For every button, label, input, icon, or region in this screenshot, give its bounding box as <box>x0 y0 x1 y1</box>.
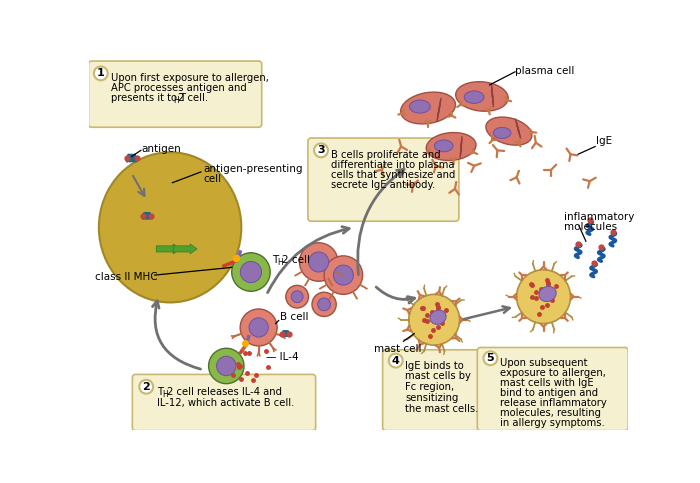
Ellipse shape <box>464 91 484 103</box>
Text: 2 cell: 2 cell <box>281 256 309 266</box>
Ellipse shape <box>324 256 363 294</box>
Text: Upon first exposure to allergen,: Upon first exposure to allergen, <box>111 73 269 84</box>
Text: antigen: antigen <box>141 144 181 154</box>
Ellipse shape <box>240 261 262 283</box>
Text: differentiate into plasma: differentiate into plasma <box>331 160 454 170</box>
Ellipse shape <box>300 243 338 281</box>
Text: — IL-4: — IL-4 <box>266 352 299 362</box>
Text: 1: 1 <box>97 69 105 78</box>
Ellipse shape <box>486 117 532 145</box>
Ellipse shape <box>426 132 476 160</box>
Text: T: T <box>272 256 278 266</box>
Ellipse shape <box>209 348 244 384</box>
Text: bind to antigen and: bind to antigen and <box>500 388 598 398</box>
FancyArrow shape <box>173 244 197 254</box>
Text: inflammatory: inflammatory <box>564 212 635 222</box>
FancyBboxPatch shape <box>308 138 459 221</box>
Text: 2 cell.: 2 cell. <box>178 93 208 103</box>
Text: H: H <box>162 390 168 399</box>
Text: the mast cells.: the mast cells. <box>405 404 478 414</box>
Circle shape <box>94 67 108 80</box>
Text: H: H <box>277 258 283 267</box>
Text: 2 cell releases IL-4 and: 2 cell releases IL-4 and <box>167 387 282 397</box>
Ellipse shape <box>409 294 460 345</box>
Ellipse shape <box>400 92 456 124</box>
Text: cells that synthesize and: cells that synthesize and <box>331 170 456 180</box>
Text: APC processes antigen and: APC processes antigen and <box>111 84 246 93</box>
Text: IL-12, which activate B cell.: IL-12, which activate B cell. <box>157 398 295 408</box>
Circle shape <box>389 354 402 368</box>
Text: class II MHC: class II MHC <box>95 272 158 283</box>
Ellipse shape <box>249 318 268 337</box>
Text: 3: 3 <box>317 145 325 156</box>
Ellipse shape <box>99 152 241 302</box>
Text: mast cell: mast cell <box>374 344 421 355</box>
Circle shape <box>484 351 497 365</box>
Text: molecules, resulting: molecules, resulting <box>500 408 601 418</box>
Ellipse shape <box>240 309 277 346</box>
Text: in allergy symptoms.: in allergy symptoms. <box>500 418 606 428</box>
FancyBboxPatch shape <box>383 350 480 431</box>
Text: plasma cell: plasma cell <box>515 66 575 76</box>
Ellipse shape <box>494 128 511 139</box>
FancyBboxPatch shape <box>88 61 262 127</box>
FancyBboxPatch shape <box>132 374 316 431</box>
Ellipse shape <box>333 265 354 285</box>
Text: 2: 2 <box>142 382 150 392</box>
Text: B cells proliferate and: B cells proliferate and <box>331 150 441 160</box>
Ellipse shape <box>312 292 336 316</box>
Ellipse shape <box>286 285 309 308</box>
Text: secrete IgE antibody.: secrete IgE antibody. <box>331 180 435 190</box>
Text: exposure to allergen,: exposure to allergen, <box>500 368 606 378</box>
Text: sensitizing: sensitizing <box>405 393 458 403</box>
Ellipse shape <box>216 356 236 376</box>
Text: IgE binds to: IgE binds to <box>405 361 463 370</box>
Text: mast cells by: mast cells by <box>405 371 471 382</box>
Ellipse shape <box>517 270 570 324</box>
Text: T: T <box>157 387 163 397</box>
Ellipse shape <box>232 253 270 291</box>
Text: antigen-presenting: antigen-presenting <box>203 164 302 174</box>
Ellipse shape <box>434 140 453 152</box>
Text: mast cells with IgE: mast cells with IgE <box>500 378 594 388</box>
Ellipse shape <box>309 252 329 272</box>
Text: 4: 4 <box>392 355 400 366</box>
Circle shape <box>314 143 328 157</box>
FancyArrow shape <box>156 244 180 254</box>
Ellipse shape <box>318 298 330 311</box>
Ellipse shape <box>430 310 446 325</box>
Text: Fc region,: Fc region, <box>405 382 454 392</box>
Circle shape <box>139 380 153 394</box>
Text: IgE: IgE <box>596 136 612 146</box>
Ellipse shape <box>539 286 556 301</box>
Text: B cell: B cell <box>280 312 309 322</box>
Text: release inflammatory: release inflammatory <box>500 398 607 408</box>
Text: cell: cell <box>203 174 221 184</box>
Text: H: H <box>173 97 179 105</box>
Text: presents it to T: presents it to T <box>111 93 186 103</box>
Ellipse shape <box>410 100 430 113</box>
Text: molecules: molecules <box>564 222 617 232</box>
Text: Upon subsequent: Upon subsequent <box>500 358 588 368</box>
Text: 5: 5 <box>486 353 494 363</box>
FancyBboxPatch shape <box>477 347 629 431</box>
Ellipse shape <box>291 291 303 302</box>
Ellipse shape <box>456 82 508 111</box>
